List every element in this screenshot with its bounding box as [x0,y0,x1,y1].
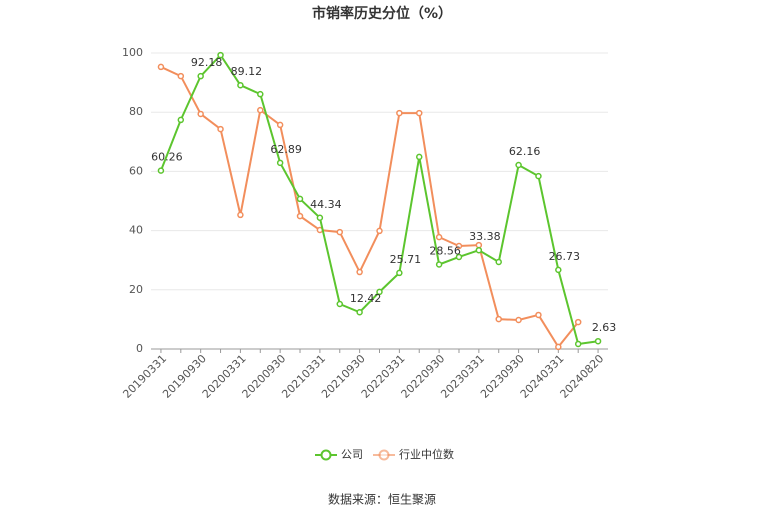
data-point [415,109,423,117]
data-label: 12.42 [350,292,382,305]
data-point [157,63,165,71]
data-point [177,72,185,80]
data-point [177,116,185,124]
data-label: 33.38 [469,230,501,243]
data-point [455,242,463,250]
data-point [475,246,483,254]
data-point [257,90,264,98]
data-point [336,300,344,308]
data-point [435,261,443,268]
data-point [376,288,383,296]
data-point [475,241,483,249]
legend-marker [378,449,390,461]
data-point [555,266,562,274]
data-point [197,110,204,118]
data-label: 44.34 [310,198,342,211]
data-point [535,172,542,180]
y-tick-label: 40 [129,224,143,237]
data-point [237,211,244,219]
data-point [257,106,264,114]
data-point [396,109,403,117]
data-label: 62.89 [270,143,302,156]
y-tick-label: 80 [129,105,143,118]
data-point [276,159,284,167]
x-tick-label: 20240820 [558,352,607,401]
data-point [296,195,304,203]
data-point [356,268,363,276]
data-point [276,121,284,129]
data-label: 92.18 [191,56,223,69]
data-point [435,233,443,241]
data-point [336,228,344,236]
y-tick-label: 60 [129,164,143,177]
data-label: 28.56 [429,244,461,257]
data-point [594,337,602,345]
data-point [157,167,165,174]
data-point [555,343,562,351]
data-point [495,315,502,323]
data-label: 60.26 [151,151,183,164]
y-tick-label: 0 [136,342,143,355]
legend-marker [320,449,332,461]
data-point [296,212,304,220]
source: 数据来源：恒生聚源 [328,492,436,507]
data-point [376,227,383,235]
data-point [396,269,403,277]
data-label: 2.63 [592,321,617,334]
data-label: 26.73 [549,250,581,263]
data-point [316,214,324,222]
data-point [217,125,224,133]
data-point [535,311,542,319]
y-tick-label: 20 [129,283,143,296]
data-point [415,153,423,161]
data-label: 25.71 [390,253,422,266]
chart-title: 市销率历史分位（%） [312,5,452,22]
legend-label: 行业中位数 [399,447,454,461]
data-point [197,72,204,80]
data-label: 89.12 [231,65,263,78]
legend-label: 公司 [341,448,363,461]
data-label: 62.16 [509,145,541,158]
data-point [495,258,502,266]
data-point [237,81,244,89]
y-tick-label: 100 [122,46,143,59]
data-point [356,308,363,316]
data-point [217,51,224,59]
data-point [455,253,463,261]
series-line [160,66,579,349]
data-point [515,316,522,324]
data-point [515,161,522,169]
data-point [574,340,582,348]
data-point [574,318,582,326]
